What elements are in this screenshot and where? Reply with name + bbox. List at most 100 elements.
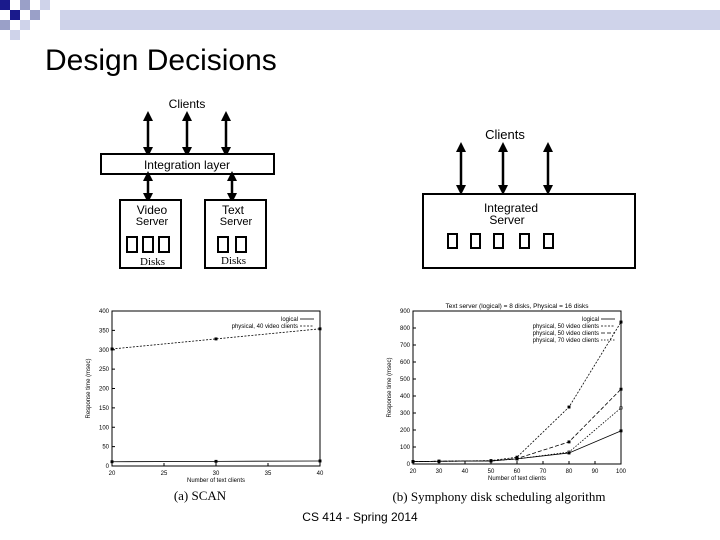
y-tick-label: 200	[400, 428, 411, 434]
y-tick-label: 250	[99, 367, 110, 373]
separate-servers-diagram: Clients Integration layer Video Server D…	[100, 97, 275, 269]
y-tick-label: 600	[400, 360, 411, 366]
band-square	[0, 0, 10, 10]
integrated-server-label: Integrated	[484, 201, 538, 215]
integrated-server-label: Server	[489, 213, 524, 227]
chart-title: Text server (logical) = 8 disks, Physica…	[445, 303, 589, 310]
data-point	[214, 337, 218, 341]
y-tick-label: 350	[99, 328, 110, 334]
band-square	[20, 20, 30, 30]
x-tick-label: 90	[592, 469, 599, 475]
x-tick-label: 100	[616, 469, 627, 475]
x-tick-label: 40	[462, 469, 469, 475]
x-tick-label: 40	[317, 471, 324, 477]
data-point	[489, 459, 493, 463]
data-point	[411, 460, 415, 464]
video-server-label: Video	[137, 203, 168, 217]
band-square	[30, 10, 40, 20]
y-axis-label: Response time (msec)	[387, 357, 393, 417]
y-tick-label: 500	[400, 377, 411, 383]
y-tick-label: 0	[407, 462, 411, 468]
band-square	[40, 0, 50, 10]
y-tick-label: 700	[400, 343, 411, 349]
video-disks-icon	[126, 236, 170, 253]
y-tick-label: 150	[99, 406, 110, 412]
symphony-chart: 20 30 40 50 60 70 80 90 100 0 100 200 300 400 500 600 70…	[387, 303, 627, 504]
data-point	[619, 320, 623, 324]
band-square	[10, 10, 20, 20]
data-point	[214, 459, 218, 463]
text-disks-label: Disks	[221, 255, 246, 267]
slide-footer: CS 414 - Spring 2014	[302, 510, 418, 524]
x-tick-label: 25	[161, 471, 168, 477]
data-point	[515, 457, 519, 461]
legend-label: logical	[582, 317, 599, 323]
data-point	[619, 429, 623, 433]
x-tick-label: 20	[410, 469, 417, 475]
x-tick-label: 70	[540, 469, 547, 475]
legend-label: physical, 50 video clients	[533, 331, 599, 337]
band-stripe	[60, 10, 720, 30]
data-point	[318, 459, 322, 463]
text-server-label: Server	[220, 216, 253, 228]
scan-chart: 20 25 30 35 40050100150200250300350400Number…	[86, 309, 324, 503]
y-axis-label: Response time (msec)	[86, 358, 92, 418]
data-point	[567, 405, 571, 409]
series-line	[412, 388, 622, 463]
text-server-label: Text	[222, 203, 245, 217]
band-square	[10, 30, 20, 40]
data-point	[619, 387, 623, 391]
header-band	[0, 0, 720, 40]
data-point	[567, 440, 571, 444]
clients-label: Clients	[169, 97, 206, 111]
integrated-disks-icon	[447, 233, 554, 249]
x-tick-label: 50	[488, 469, 495, 475]
x-tick-label: 80	[566, 469, 573, 475]
data-point	[110, 460, 114, 464]
plot-frame	[111, 310, 321, 467]
text-server-box	[204, 199, 267, 269]
y-tick-label: 300	[400, 411, 411, 417]
legend-label: physical, 50 video clients	[533, 324, 599, 330]
y-tick-label: 300	[99, 348, 110, 354]
text-disks-icon	[217, 236, 247, 253]
x-axis-label: Number of text clients	[488, 476, 546, 482]
x-tick-label: 20	[109, 471, 116, 477]
chart-caption: (a) SCAN	[174, 488, 227, 503]
band-square	[20, 0, 30, 10]
slide-title: Design Decisions	[45, 44, 277, 77]
integration-layer-label: Integration layer	[144, 158, 230, 172]
data-point	[567, 450, 571, 454]
x-tick-label: 30	[213, 471, 220, 477]
y-tick-label: 200	[99, 387, 110, 393]
integrated-server-box	[422, 193, 636, 269]
integration-layer-box	[100, 153, 275, 175]
x-tick-label: 30	[436, 469, 443, 475]
y-tick-label: 100	[99, 425, 110, 431]
y-tick-label: 400	[99, 309, 110, 315]
band-square	[0, 20, 10, 30]
y-tick-label: 50	[102, 445, 109, 451]
legend-label: physical, 70 video clients	[533, 338, 599, 344]
legend-label: physical, 40 video clients	[232, 324, 298, 330]
data-point	[619, 406, 623, 410]
chart-caption: (b) Symphony disk scheduling algorithm	[392, 489, 605, 504]
y-tick-label: 800	[400, 326, 411, 332]
video-server-label: Server	[136, 216, 169, 228]
integrated-server-diagram: Clients Integrated Server	[422, 127, 636, 269]
clients-label: Clients	[485, 127, 525, 142]
video-disks-label: Disks	[140, 256, 165, 268]
x-tick-label: 60	[514, 469, 521, 475]
data-point	[437, 459, 441, 463]
y-tick-label: 100	[400, 445, 411, 451]
x-tick-label: 35	[265, 471, 272, 477]
data-point	[110, 347, 114, 351]
series-line	[412, 407, 622, 463]
data-point	[318, 327, 322, 331]
y-tick-label: 0	[106, 464, 110, 470]
video-server-box	[119, 199, 182, 269]
y-tick-label: 900	[400, 309, 411, 315]
x-axis-label: Number of text clients	[187, 478, 245, 484]
y-tick-label: 400	[400, 394, 411, 400]
legend-label: logical	[281, 317, 298, 323]
